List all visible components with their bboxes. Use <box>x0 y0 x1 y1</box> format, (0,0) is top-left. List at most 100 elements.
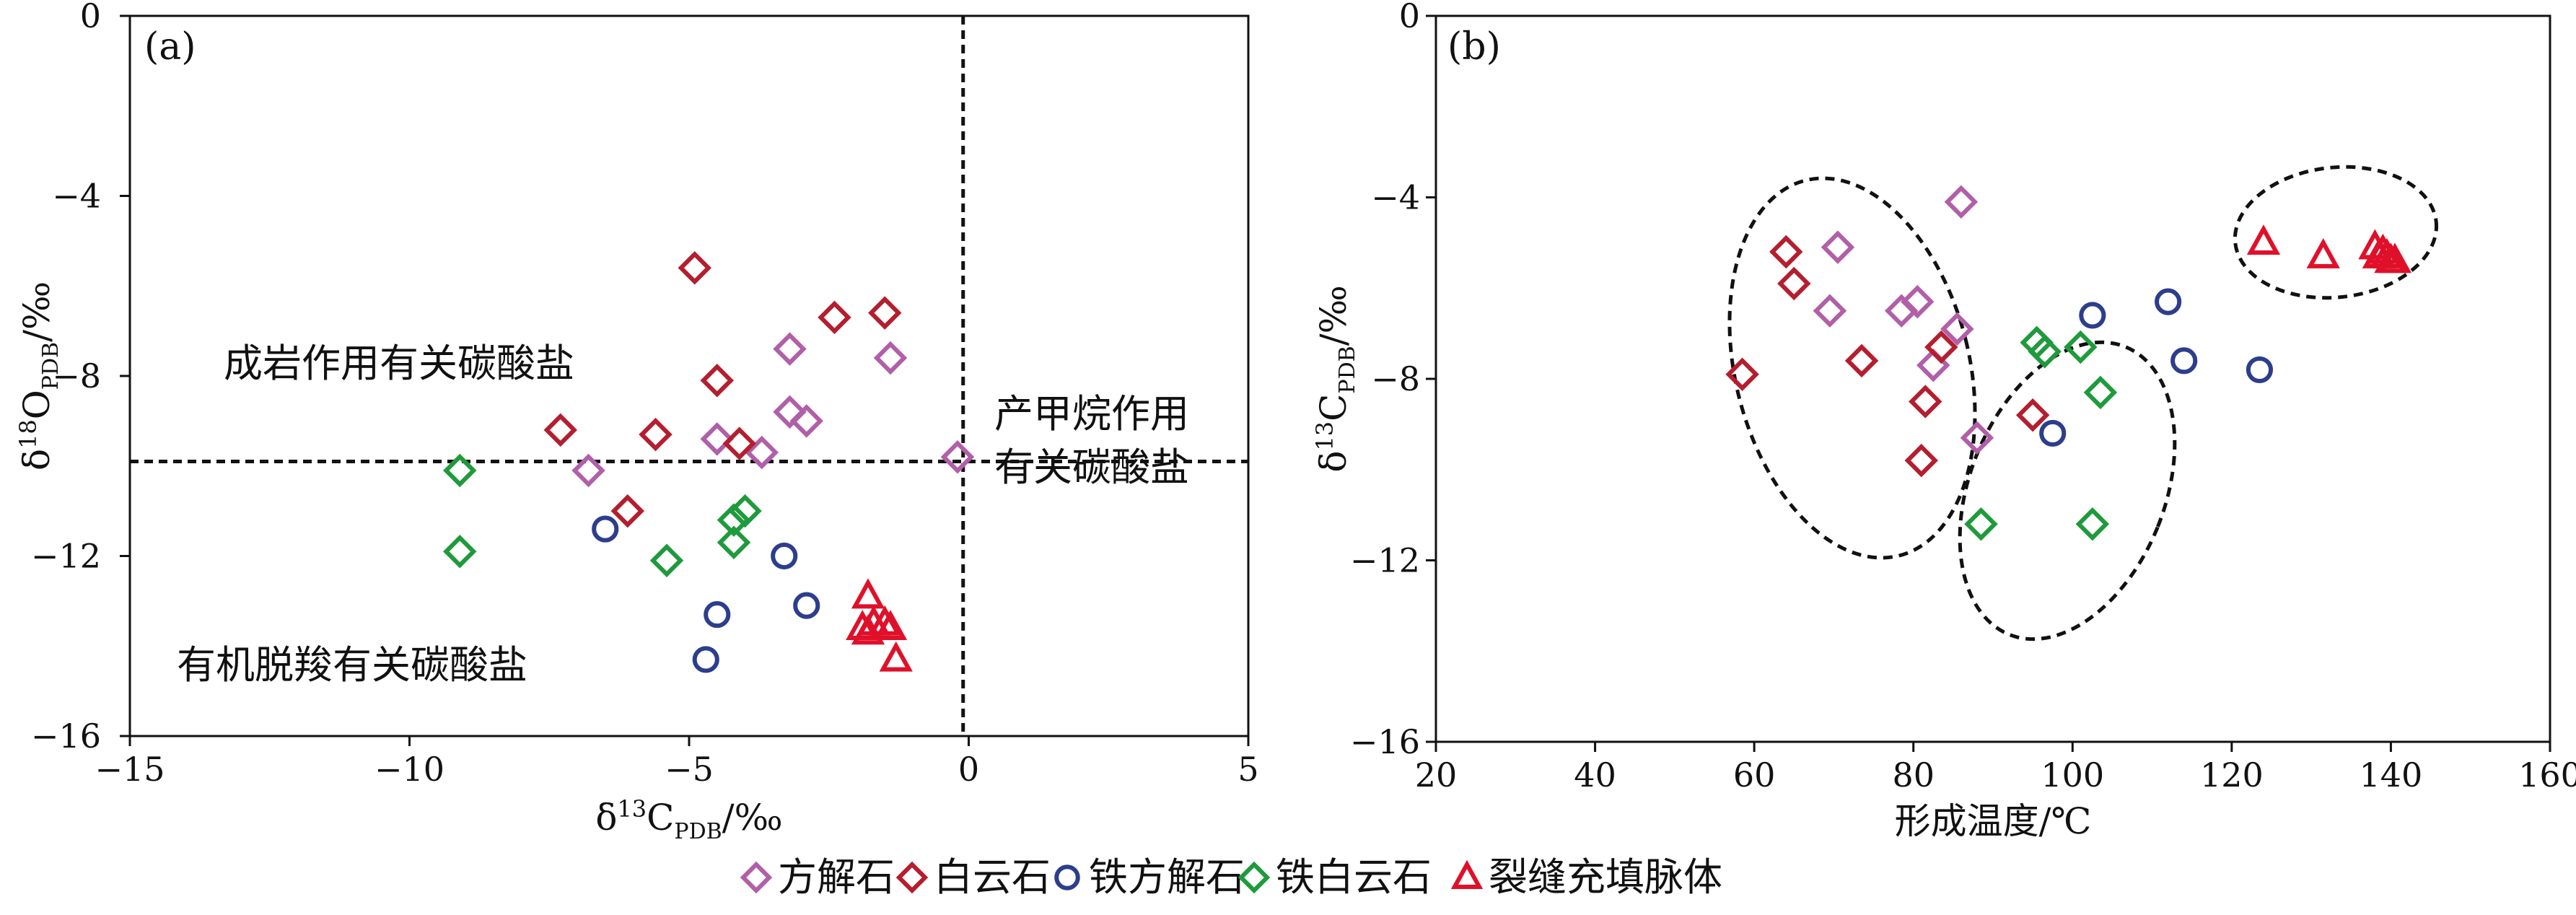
legend-label: 铁白云石 <box>1276 854 1432 900</box>
data-point-a <box>543 413 577 447</box>
data-point-a <box>818 300 851 335</box>
data-point-a <box>771 542 798 570</box>
data-point-a <box>722 426 756 460</box>
legend-marker <box>1237 861 1271 894</box>
data-point-b <box>1777 266 1811 301</box>
y-axis-label-a: δ18OPDB/‰ <box>14 281 63 470</box>
data-point-b <box>2039 419 2067 447</box>
x-tick-label-b: 60 <box>1733 756 1776 794</box>
y-tick-label-a: −16 <box>31 717 101 756</box>
data-point-a <box>728 494 762 528</box>
region-label-methanogenesis-1: 产甲烷作用 <box>994 391 1189 437</box>
x-tick-label-b: 80 <box>1892 756 1935 794</box>
marks-b <box>1725 185 2412 541</box>
data-point-a <box>717 525 751 560</box>
legend-marker <box>1054 864 1080 890</box>
x-tick-label-a: −10 <box>374 750 444 789</box>
data-point-a <box>700 363 734 398</box>
data-point-b <box>1900 284 1935 319</box>
x-tick-label-b: 20 <box>1415 756 1458 794</box>
data-point-b <box>2378 242 2412 273</box>
data-point-a <box>879 641 913 672</box>
region-label-methanogenesis-2: 有关碳酸盐 <box>994 445 1189 490</box>
data-point-b <box>1944 185 1979 219</box>
data-point-b <box>1813 294 1847 328</box>
panel-label-a: (a) <box>144 25 196 69</box>
data-point-b <box>2155 288 2182 315</box>
data-point-b <box>2079 302 2106 329</box>
x-tick-label-b: 40 <box>1574 756 1616 794</box>
x-tick-label-a: 5 <box>1237 750 1258 789</box>
axes-a: −15 −10 −5 0 5 0 −4 −8 −12 −16 <box>31 0 1259 789</box>
legend-marker <box>895 861 929 894</box>
data-point-b <box>2083 375 2118 410</box>
data-point-a <box>571 453 605 488</box>
data-point-a <box>793 592 820 619</box>
plot-frame-b <box>1434 14 2551 743</box>
data-point-a <box>717 503 751 537</box>
legend-label: 方解石 <box>778 854 895 900</box>
data-point-b <box>1844 343 1879 378</box>
x-tick-label-b: 140 <box>2360 756 2423 794</box>
x-tick-label-b: 120 <box>2200 756 2264 794</box>
data-point-b <box>1725 357 1759 391</box>
data-point-a <box>745 435 779 470</box>
y-tick-label-b: 0 <box>1399 0 1420 35</box>
data-point-a <box>692 646 719 673</box>
legend-label: 裂缝充填脉体 <box>1489 854 1722 900</box>
y-tick-label-a: −8 <box>52 356 101 395</box>
chart-b: (b) 20 40 60 80 100 120 140 160 0 −4 −8 −12 −16 形成温度… <box>1311 0 2576 842</box>
y-tick-label-b: −4 <box>1371 178 1420 217</box>
y-tick-label-b: −8 <box>1371 359 1420 398</box>
data-point-a <box>443 453 477 488</box>
data-point-b <box>2075 507 2110 541</box>
data-point-a <box>700 422 734 456</box>
data-point-b <box>1909 385 1942 419</box>
group-ellipse-1 <box>1727 176 1977 560</box>
data-point-a <box>639 417 673 452</box>
legend: 方解石 白云石 铁方解石 铁白云石 裂缝充填脉体 <box>740 854 1722 900</box>
legend-marker <box>740 861 773 894</box>
data-point-a <box>773 395 807 429</box>
data-point-b <box>1964 507 1998 541</box>
y-axis-label-b: δ13CPDB/‰ <box>1311 285 1360 472</box>
x-axis-label-a: δ13CPDB/‰ <box>595 795 782 844</box>
data-point-a <box>873 610 908 640</box>
legend-label: 铁方解石 <box>1089 854 1245 900</box>
chart-a: (a) 成岩作用有关碳酸盐 产甲烷作用 有关碳酸盐 有机脱羧有关碳酸盐 −15−… <box>14 0 1259 844</box>
data-point-a <box>610 494 644 528</box>
data-point-a <box>443 535 477 569</box>
data-point-a <box>868 605 902 636</box>
group-ellipse-3 <box>2233 165 2439 300</box>
data-point-b <box>2170 347 2198 375</box>
y-tick-label-a: −12 <box>31 537 101 576</box>
data-point-a <box>851 578 885 609</box>
legend-marker <box>1450 859 1484 889</box>
data-point-a <box>940 440 975 474</box>
data-point-b <box>2015 398 2050 432</box>
data-point-b <box>1924 330 1958 364</box>
region-label-decarboxylation: 有机脱羧有关碳酸盐 <box>177 642 527 688</box>
data-point-b <box>1940 312 1974 346</box>
axes-b: 20 40 60 80 100 120 140 160 0 −4 −8 −12 −16 <box>1350 0 2576 794</box>
data-point-a <box>789 404 823 438</box>
data-point-b <box>2246 224 2281 255</box>
data-point-b <box>2246 356 2274 384</box>
y-tick-label-b: −12 <box>1350 541 1420 580</box>
legend-label: 白云石 <box>934 854 1051 900</box>
x-tick-label-b: 100 <box>2041 756 2104 794</box>
data-point-a <box>846 610 880 640</box>
y-tick-label-a: −4 <box>52 177 101 216</box>
data-point-a <box>592 515 619 543</box>
data-point-a <box>678 251 711 285</box>
marks-a <box>443 251 975 673</box>
data-point-b <box>2306 238 2340 268</box>
x-tick-label-a: 0 <box>958 750 979 789</box>
x-axis-label-b: 形成温度/℃ <box>1895 800 2092 842</box>
data-point-b <box>1960 421 1994 455</box>
y-tick-label-a: 0 <box>80 0 101 35</box>
data-point-b <box>1821 230 1855 264</box>
data-point-b <box>1769 235 1803 269</box>
